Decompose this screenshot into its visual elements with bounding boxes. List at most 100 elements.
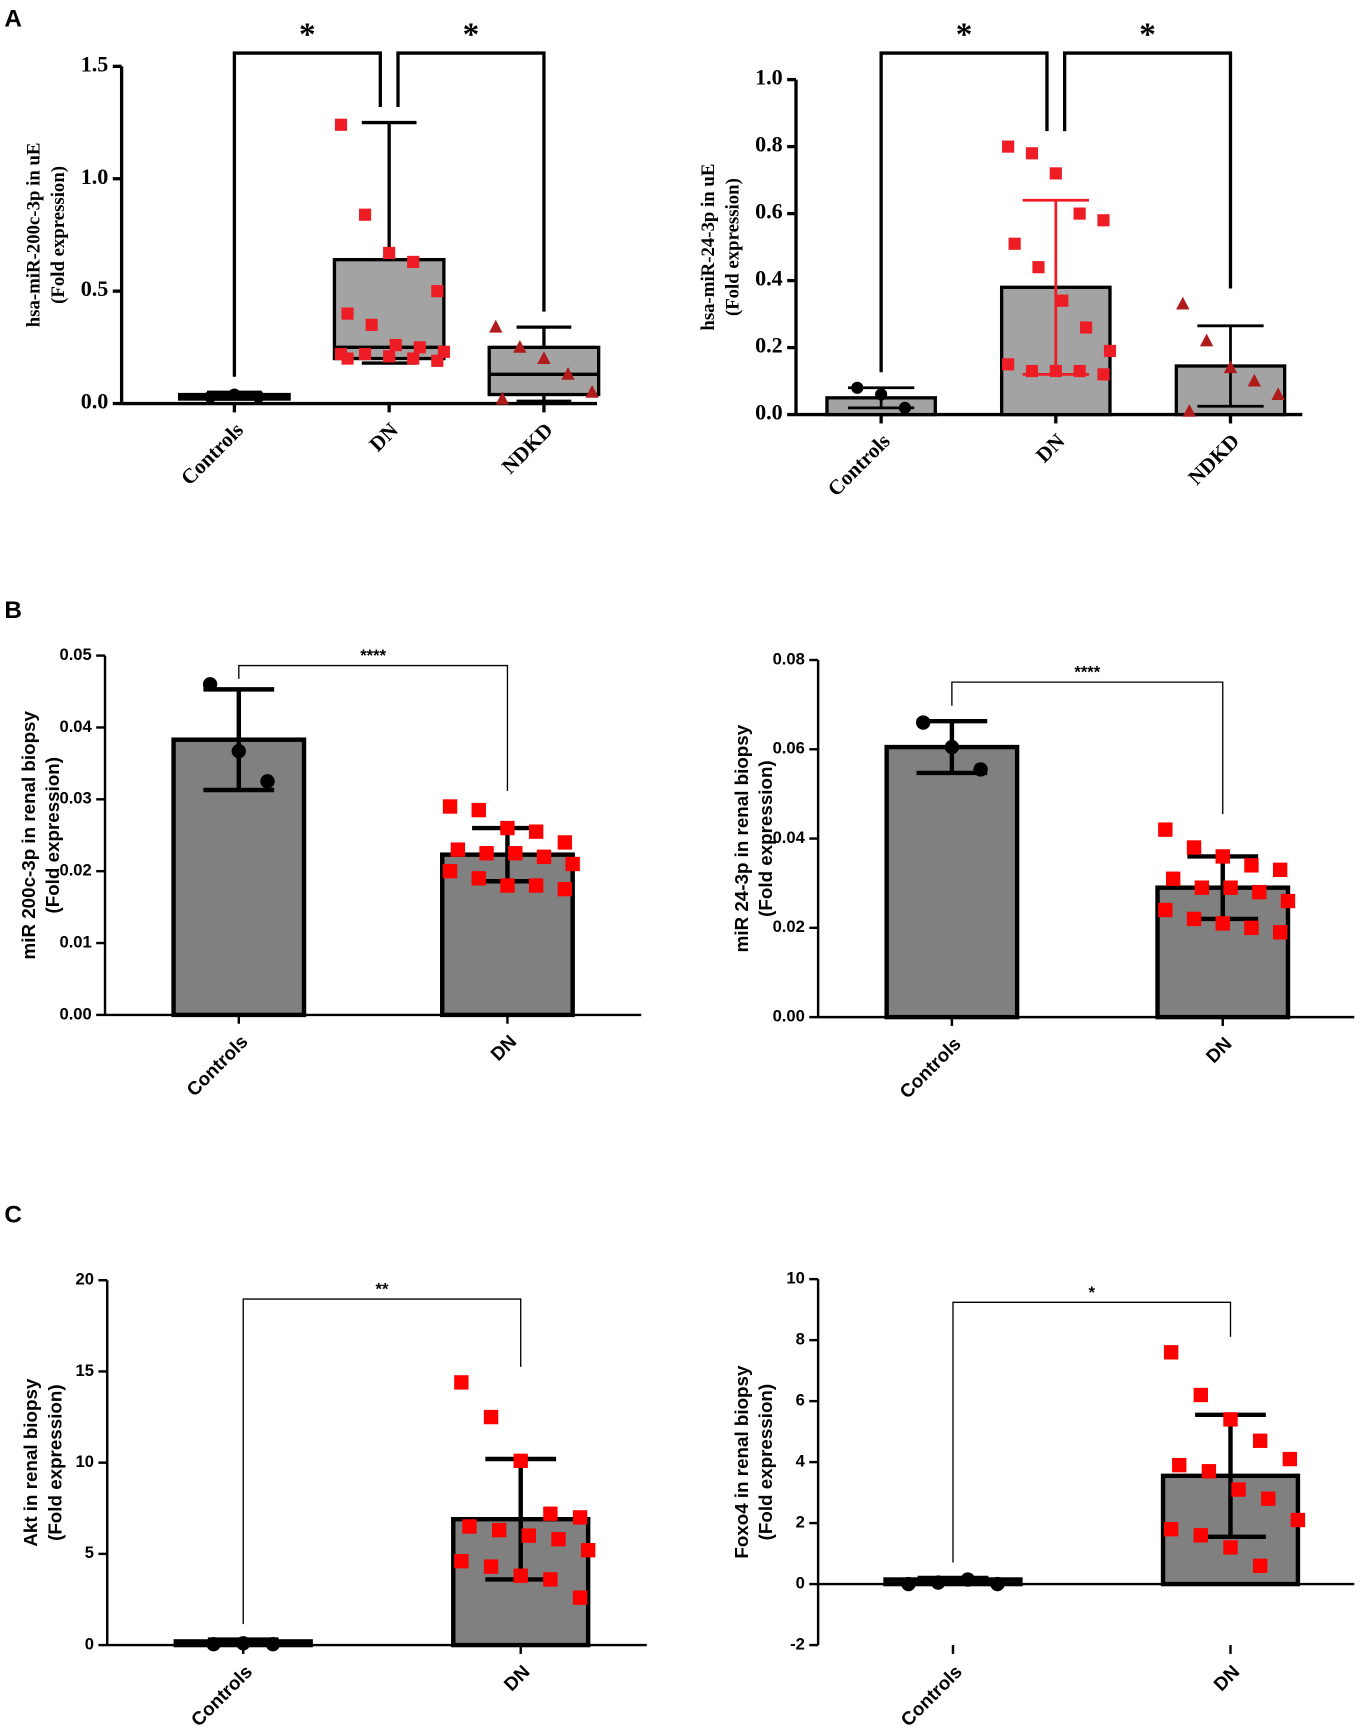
y-tick-label: 0.06 [773, 739, 805, 758]
data-point [383, 246, 396, 259]
data-point [431, 354, 444, 367]
data-point [521, 1528, 536, 1543]
x-tick-label: Controls [176, 418, 248, 490]
data-point [1282, 1451, 1298, 1467]
data-point [1261, 1491, 1276, 1506]
significance-label: **** [360, 646, 386, 665]
data-point [500, 878, 515, 893]
y-tick-label: 10 [786, 1269, 804, 1288]
data-point [260, 774, 275, 789]
data-point [236, 1636, 251, 1651]
x-tick-label: DN [1209, 1661, 1243, 1695]
data-point [1049, 167, 1062, 180]
data-point [1186, 840, 1202, 855]
data-point [1223, 1412, 1238, 1427]
data-point [1193, 1387, 1209, 1403]
data-point [1025, 364, 1039, 378]
data-point [585, 384, 599, 398]
data-point [1194, 880, 1210, 895]
data-point [479, 846, 494, 861]
data-point [1002, 140, 1015, 153]
data-point [1025, 147, 1039, 160]
significance-bracket [879, 51, 1049, 373]
data-point [358, 347, 372, 361]
y-tick-label: 10 [76, 1452, 94, 1471]
data-point [365, 318, 378, 331]
data-point [1008, 237, 1021, 250]
data-point [491, 1522, 507, 1538]
bar [884, 744, 1020, 1020]
y-tick-label: 0.04 [59, 717, 92, 736]
y-axis-label: miR 200c-3p in renal biopsy [18, 710, 39, 959]
data-point [572, 1510, 588, 1525]
y-tick-label: 0.6 [755, 199, 783, 224]
data-point [1158, 902, 1173, 918]
data-point [204, 390, 217, 403]
data-point [1165, 871, 1181, 886]
data-point [1272, 862, 1288, 877]
data-point [413, 341, 426, 354]
data-point [228, 388, 241, 401]
data-point [495, 391, 510, 405]
y-axis-label: hsa-miR-24-3p in uE [698, 164, 719, 331]
panel-label: B [4, 597, 22, 624]
y-tick-label: 0.4 [755, 266, 783, 291]
y-tick-label: 5 [85, 1543, 94, 1562]
y-axis-label: (Fold expression) [755, 1384, 776, 1541]
data-point [1244, 858, 1259, 873]
data-point [334, 118, 348, 131]
y-tick-label: 0.00 [773, 1006, 805, 1025]
data-point [1002, 358, 1015, 371]
y-tick-label: 1.0 [81, 164, 109, 189]
data-point [231, 743, 246, 759]
data-point [1231, 1482, 1246, 1497]
data-point [875, 388, 888, 401]
y-axis-label: miR 24-3p in renal biopsy [731, 724, 752, 952]
y-tick-label: 0.2 [755, 333, 783, 358]
data-point [454, 1553, 469, 1569]
data-point [572, 1590, 588, 1605]
significance-bracket [232, 51, 382, 377]
x-tick-label: DN [364, 418, 402, 456]
data-point [454, 1375, 469, 1390]
data-point [944, 739, 960, 755]
x-tick-label: NDKD [497, 418, 558, 479]
data-point [389, 339, 402, 352]
significance-bracket [951, 681, 1224, 815]
panel-label: A [4, 5, 22, 32]
x-tick-label: DN [1031, 429, 1069, 467]
significance-bracket [952, 1301, 1232, 1563]
data-point [358, 208, 372, 221]
significance-bracket [238, 664, 509, 792]
y-axis-label: hsa-miR-200c-3p in uE [24, 143, 45, 328]
y-axis-label: (Fold expression) [48, 166, 69, 304]
data-point [1201, 1464, 1217, 1479]
data-point [1073, 207, 1086, 220]
data-point [450, 842, 466, 857]
significance-label: * [1089, 1283, 1096, 1302]
data-point [1215, 849, 1230, 864]
x-tick-label: DN [486, 1031, 520, 1065]
y-axis-label: (Fold expression) [755, 760, 776, 917]
data-point [1186, 911, 1202, 927]
y-tick-label: 0.01 [59, 932, 91, 951]
y-tick-label: 15 [76, 1361, 94, 1380]
data-point [1199, 333, 1214, 347]
data-point [1163, 1345, 1179, 1360]
data-point [442, 799, 458, 814]
y-tick-label: 0.05 [59, 645, 91, 664]
data-point [462, 1519, 477, 1534]
data-point [1272, 925, 1288, 940]
significance-bracket [242, 1298, 522, 1625]
data-point [265, 1636, 281, 1652]
data-point [202, 677, 218, 692]
data-point [1193, 1528, 1209, 1543]
data-point [513, 340, 527, 353]
significance-label: ** [376, 1280, 389, 1299]
significance-bracket [396, 51, 546, 312]
y-tick-label: 1.5 [81, 51, 109, 76]
data-point [483, 1559, 499, 1574]
data-point [407, 255, 420, 268]
